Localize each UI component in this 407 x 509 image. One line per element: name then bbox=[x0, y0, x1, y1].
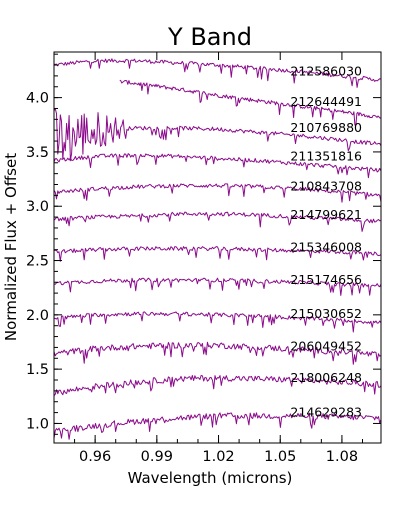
spectrum-line-215030652 bbox=[54, 311, 381, 333]
x-tick-label: 1.05 bbox=[264, 449, 296, 465]
x-axis-label: Wavelength (microns) bbox=[128, 469, 293, 487]
plot-frame bbox=[53, 51, 382, 444]
chart-title: Y Band bbox=[167, 23, 252, 51]
plot-area bbox=[54, 58, 381, 440]
y-tick-label: 2.5 bbox=[26, 254, 49, 270]
spectrum-line-212644491 bbox=[119, 79, 381, 126]
spectrum-line-210769880 bbox=[54, 108, 381, 162]
x-tick-label: 1.08 bbox=[326, 449, 358, 465]
x-tick-label: 0.99 bbox=[141, 449, 173, 465]
series-label-212644491: 212644491 bbox=[290, 94, 362, 109]
series-label-211351816: 211351816 bbox=[290, 148, 362, 163]
series-label-215346008: 215346008 bbox=[290, 240, 362, 255]
spectrum-line-218006248 bbox=[54, 375, 381, 397]
spectrum-line-215346008 bbox=[54, 246, 381, 262]
y-tick-label: 1.0 bbox=[26, 416, 49, 432]
spectrum-line-215174656 bbox=[54, 277, 381, 296]
spectrum-line-206049452 bbox=[54, 341, 381, 365]
spectrum-line-214629283 bbox=[54, 412, 381, 440]
x-tick-label: 1.02 bbox=[202, 449, 234, 465]
y-tick-label: 4.0 bbox=[26, 91, 49, 107]
series-label-210843708: 210843708 bbox=[290, 179, 362, 194]
series-label-218006248: 218006248 bbox=[290, 370, 362, 385]
series-label-214799621: 214799621 bbox=[290, 207, 362, 222]
spectrum-line-210843708 bbox=[54, 183, 381, 203]
series-label-206049452: 206049452 bbox=[290, 338, 362, 353]
spectrum-line-211351816 bbox=[54, 153, 381, 179]
series-label-214629283: 214629283 bbox=[290, 405, 362, 420]
y-tick-label: 3.5 bbox=[26, 145, 49, 161]
series-label-212586030: 212586030 bbox=[290, 64, 362, 79]
series-labels: 212586030 212644491 210769880 211351816 2108… bbox=[290, 64, 362, 420]
spectrum-line-212586030 bbox=[54, 58, 381, 88]
series-label-210769880: 210769880 bbox=[290, 120, 362, 135]
x-tick-label: 0.96 bbox=[79, 449, 111, 465]
y-tick-label: 2.0 bbox=[26, 308, 49, 324]
series-label-215030652: 215030652 bbox=[290, 306, 362, 321]
axis-ticks: 0.96 0.99 1.02 1.05 1.08 1.0 1.5 2.0 2.5 3.0 3.5 4.… bbox=[26, 52, 381, 465]
y-axis-label: Normalized Flux + Offset bbox=[2, 153, 20, 341]
y-tick-label: 3.0 bbox=[26, 199, 49, 215]
spectrum-line-214799621 bbox=[54, 211, 381, 232]
series-label-215174656: 215174656 bbox=[290, 272, 362, 287]
y-tick-label: 1.5 bbox=[26, 362, 49, 378]
